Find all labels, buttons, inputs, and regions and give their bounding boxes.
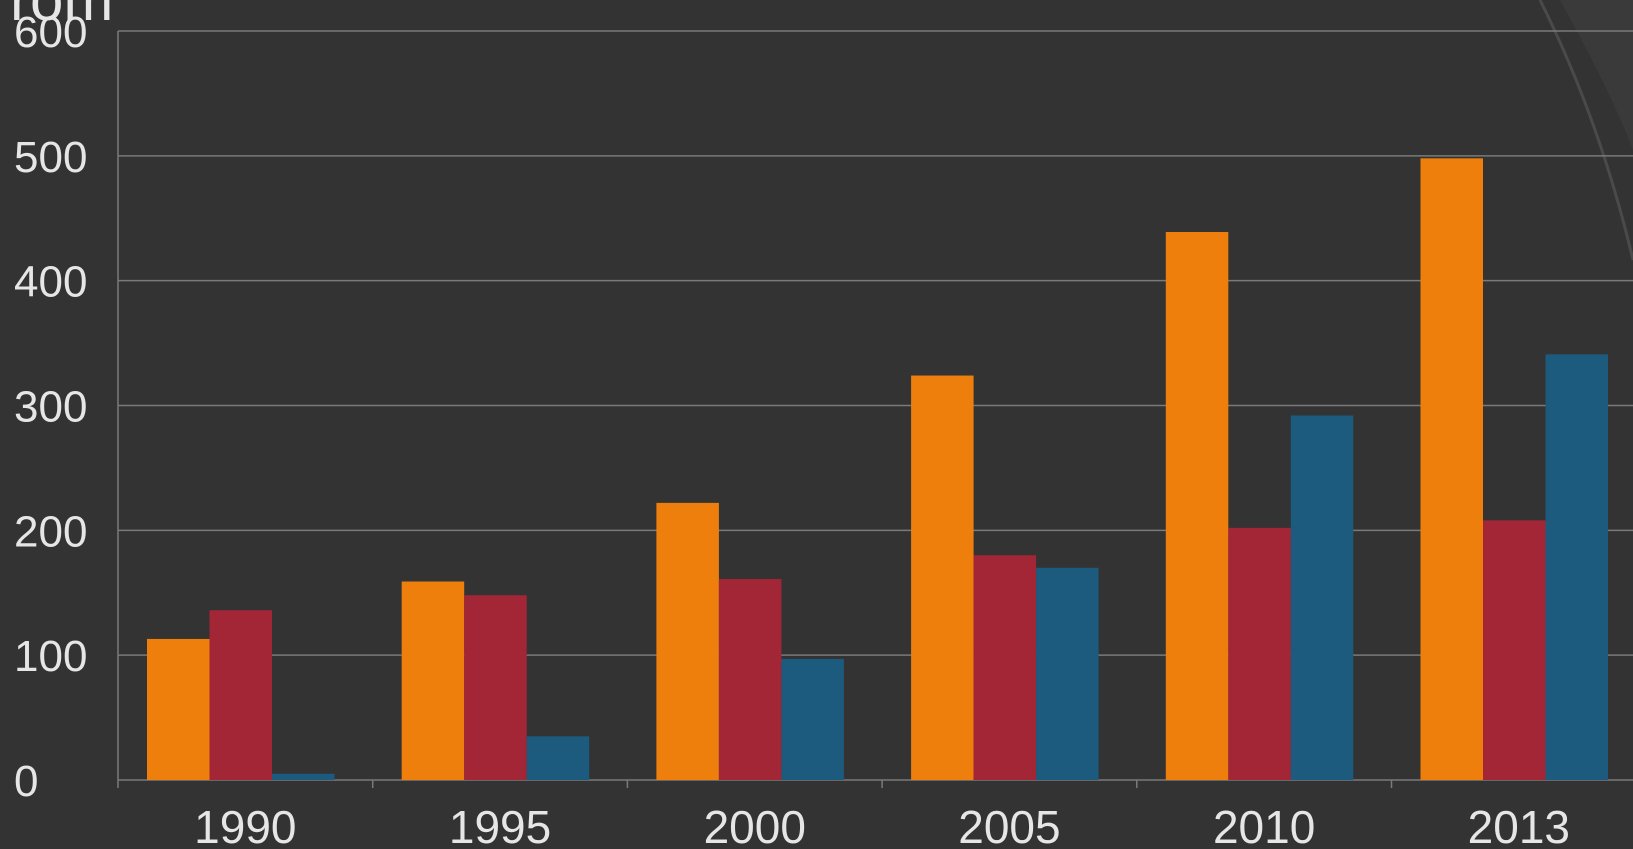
grid — [117, 30, 1633, 788]
y-tick-label: 200 — [14, 507, 87, 556]
bar — [718, 579, 782, 780]
bar — [464, 595, 527, 780]
decoration — [1560, 0, 1633, 150]
x-tick-label: 2005 — [958, 801, 1060, 849]
bar — [209, 610, 272, 780]
bar — [911, 375, 974, 780]
bar — [1545, 354, 1608, 780]
bars — [147, 158, 1608, 780]
bar — [1483, 520, 1546, 780]
y-tick-label: 0 — [14, 757, 38, 806]
bar — [1228, 527, 1291, 780]
y-tick-label: 300 — [14, 383, 87, 432]
bar — [526, 736, 590, 780]
y-tick-label: 400 — [14, 258, 87, 307]
labels: 0 100 200 300 400 500 600 1990 1995 2000 2005 2010 2… — [14, 8, 1570, 849]
bar — [401, 581, 465, 780]
bar — [1290, 415, 1354, 780]
y-tick-label: 100 — [14, 632, 87, 681]
chart-title: rom — [10, 0, 113, 33]
x-tick-label: 2000 — [704, 801, 806, 849]
bar — [656, 502, 719, 780]
bar — [1420, 158, 1483, 780]
bar — [1165, 231, 1229, 780]
bar — [147, 638, 210, 780]
bar — [1036, 567, 1099, 780]
y-tick-label: 500 — [14, 133, 87, 182]
bar — [973, 555, 1037, 780]
x-tick-label: 1995 — [449, 801, 551, 849]
bar — [781, 658, 844, 780]
bar — [272, 773, 335, 780]
y-tick-label: 600 — [14, 8, 87, 57]
x-tick-label: 2010 — [1213, 801, 1315, 849]
x-tick-label: 1990 — [194, 801, 296, 849]
x-tick-label: 2013 — [1468, 801, 1570, 849]
